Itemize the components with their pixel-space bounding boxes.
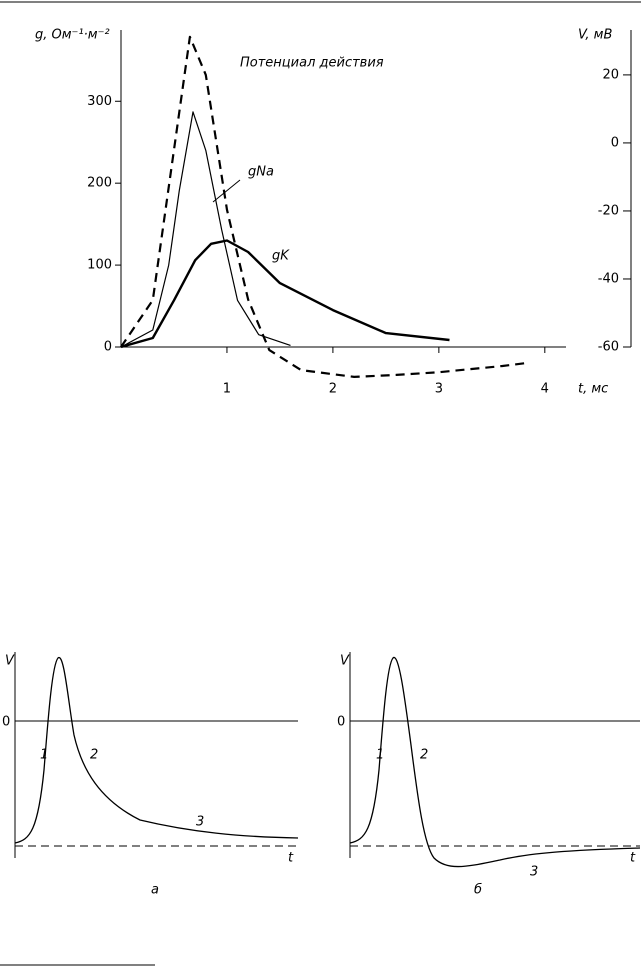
series-label: Потенциал действия xyxy=(240,56,384,71)
panel-caption: а xyxy=(151,883,159,898)
curve-label: 3 xyxy=(530,865,538,880)
y-tick-label: 300 xyxy=(87,94,112,109)
y-axis-label: g, Ом⁻¹·м⁻² xyxy=(35,28,110,43)
series-label: gNa xyxy=(248,165,274,180)
schematic-curve xyxy=(14,657,299,844)
t-axis-label: t xyxy=(288,851,294,866)
t-axis-label: t xyxy=(630,851,636,866)
panel-caption: б xyxy=(474,883,482,898)
x-tick-label: 1 xyxy=(223,382,231,397)
y-tick-label: 100 xyxy=(87,258,112,273)
y2-axis-label: V, мВ xyxy=(578,28,612,43)
curve-label: 2 xyxy=(90,748,98,763)
y2-tick-label: 20 xyxy=(602,67,619,82)
zero-label: 0 xyxy=(2,715,10,730)
curve-label: 1 xyxy=(40,748,48,763)
curve-label: 3 xyxy=(196,815,204,830)
curve-label: 2 xyxy=(420,748,428,763)
curve-label: 1 xyxy=(376,748,384,763)
y2-tick-label: -60 xyxy=(598,340,619,355)
v-axis-label: V xyxy=(5,654,15,669)
zero-label: 0 xyxy=(337,715,345,730)
series-line xyxy=(120,239,450,349)
series-label: gK xyxy=(272,249,290,264)
x-tick-label: 2 xyxy=(329,382,337,397)
v-axis-label: V xyxy=(340,654,350,669)
y2-tick-label: 0 xyxy=(611,135,619,150)
y2-tick-label: -40 xyxy=(598,271,619,286)
series-line xyxy=(120,35,527,378)
y2-tick-label: -20 xyxy=(598,203,619,218)
leader-line xyxy=(212,179,241,203)
x-tick-label: 4 xyxy=(541,382,549,397)
schematic-curve xyxy=(349,657,641,868)
y-tick-label: 0 xyxy=(104,340,112,355)
y-tick-label: 200 xyxy=(87,176,112,191)
x-tick-label: 3 xyxy=(435,382,443,397)
x-axis-label: t, мс xyxy=(578,382,608,397)
series-line xyxy=(120,111,291,348)
